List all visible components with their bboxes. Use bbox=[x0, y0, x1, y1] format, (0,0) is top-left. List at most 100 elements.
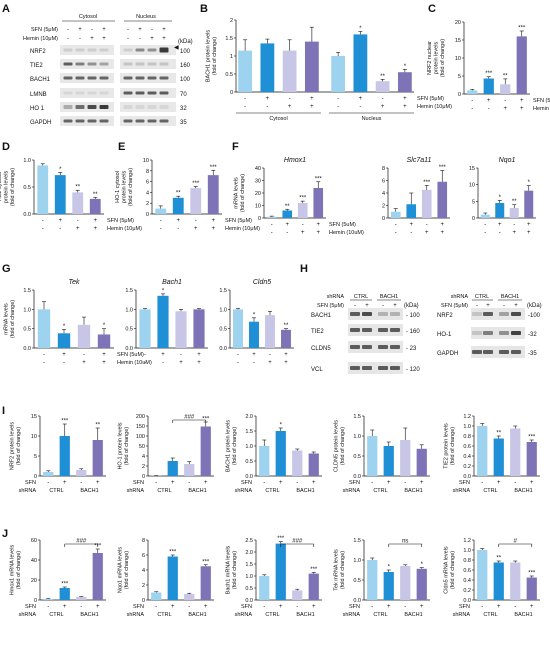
condition-sign: - bbox=[244, 104, 246, 110]
blot-h-sign: - bbox=[476, 303, 478, 309]
shrna-label: shRNA bbox=[19, 488, 37, 494]
blot-h-band bbox=[511, 350, 521, 354]
condition-sign: + bbox=[102, 352, 106, 358]
significance-mark: *** bbox=[528, 571, 536, 577]
blot-h-kda: -32 bbox=[528, 332, 537, 338]
bar bbox=[304, 41, 319, 92]
y-tick-label: 1.5 bbox=[23, 288, 31, 294]
bar bbox=[493, 438, 504, 476]
condition-sign: - bbox=[266, 104, 268, 110]
condition-sign: - bbox=[59, 226, 61, 232]
blot-h-kda-right: (kDa) bbox=[527, 303, 542, 309]
blot-a-strip bbox=[120, 59, 176, 69]
sfn-sign: - bbox=[404, 480, 406, 486]
bar bbox=[480, 214, 490, 218]
bar bbox=[282, 210, 293, 218]
condition-sign: + bbox=[284, 360, 288, 366]
condition-sign: + bbox=[197, 360, 201, 366]
chart-j4: 0.0 0.5 1.0 1.5 Tek mRNA levels (fold of chan… bbox=[334, 538, 430, 618]
bar bbox=[493, 562, 504, 600]
blot-a-band-label: LMNB bbox=[30, 92, 47, 98]
blot-a-sign: - bbox=[67, 36, 69, 42]
condition-sign: - bbox=[42, 218, 44, 224]
y-tick-label: 0.2 bbox=[463, 588, 471, 594]
bar bbox=[524, 190, 534, 218]
blot-a-band bbox=[135, 48, 145, 52]
bar bbox=[92, 440, 103, 476]
condition-sign: + bbox=[288, 104, 292, 110]
bar bbox=[54, 175, 66, 214]
blot-h-sign: + bbox=[365, 303, 369, 309]
y-tick-label: 2 bbox=[142, 464, 145, 470]
y-tick-label: 0 bbox=[34, 474, 37, 480]
chart-i4: 0.0 0.5 1.0 1.5 CLDN5 protein levels (fold of… bbox=[334, 414, 430, 494]
y-axis-label: BACH1 protein levels bbox=[206, 30, 212, 83]
y-tick-label: 10 bbox=[143, 158, 149, 164]
shrna-group: BACH1 bbox=[296, 612, 314, 618]
bar bbox=[233, 309, 243, 348]
y-axis-label: (fold of change) bbox=[450, 551, 456, 589]
y-tick-label: 0.4 bbox=[463, 578, 471, 584]
significance-mark: ** bbox=[496, 431, 501, 437]
blot-h-shrna-ctrl-right: CTRL bbox=[475, 294, 489, 300]
y-tick-label: 20 bbox=[455, 20, 461, 26]
condition-sign: - bbox=[286, 230, 288, 236]
panel-letter-f: F bbox=[232, 141, 239, 153]
significance-mark: *** bbox=[202, 559, 210, 565]
blot-a-band-label: TIE2 bbox=[30, 63, 43, 69]
blot-a-band bbox=[63, 105, 73, 109]
blot-h-strip bbox=[471, 346, 525, 358]
bar bbox=[397, 72, 412, 92]
blot-h-sfn-label-right: SFN (5μM) bbox=[441, 303, 468, 309]
condition-label: SFN (5μM) bbox=[225, 218, 252, 224]
bar bbox=[59, 436, 70, 476]
significance-mark: ** bbox=[95, 423, 100, 429]
condition-sign: + bbox=[527, 230, 531, 236]
condition-sign: - bbox=[162, 360, 164, 366]
significance-mark: * bbox=[421, 562, 424, 568]
condition-sign: + bbox=[520, 106, 524, 112]
blot-h-strip bbox=[348, 324, 403, 336]
y-tick-label: 0.5 bbox=[245, 586, 253, 592]
shrna-group: BACH1 bbox=[404, 488, 422, 494]
bar bbox=[238, 50, 253, 92]
significance-mark: ** bbox=[503, 73, 508, 79]
sfn-sign: + bbox=[530, 604, 534, 610]
blot-a-sign: + bbox=[102, 36, 106, 42]
blot-a-kda: 100 bbox=[180, 49, 191, 55]
condition-sign: + bbox=[359, 96, 363, 102]
chart-title: Bach1 bbox=[162, 279, 182, 286]
significance-mark: * bbox=[359, 26, 362, 32]
blot-a-band bbox=[99, 76, 109, 80]
bar bbox=[437, 181, 448, 218]
sfn-sign: - bbox=[263, 480, 265, 486]
blot-a-band bbox=[99, 105, 109, 109]
blot-h-band bbox=[472, 312, 482, 316]
y-axis-label: (fold of change) bbox=[440, 39, 446, 77]
condition-sign: + bbox=[93, 218, 97, 224]
significance-mark: *** bbox=[61, 582, 69, 588]
chart-title: Slc7a11 bbox=[407, 157, 432, 164]
sfn-sign: - bbox=[155, 604, 157, 610]
y-axis-label: (fold of change) bbox=[212, 37, 218, 75]
y-tick-label: 0.0 bbox=[245, 598, 253, 604]
blot-a-arrow: ◀ bbox=[174, 45, 179, 51]
condition-sign: + bbox=[284, 352, 288, 358]
sfn-label: SFN bbox=[133, 480, 144, 486]
y-tick-label: 1.0 bbox=[245, 444, 253, 450]
blot-a-sign: - bbox=[127, 36, 129, 42]
blot-a-sign: + bbox=[162, 27, 166, 33]
sfn-sign: + bbox=[96, 480, 100, 486]
blot-a-strip bbox=[60, 102, 114, 112]
bar bbox=[297, 203, 308, 218]
bar bbox=[265, 315, 275, 348]
y-tick-label: 2.0 bbox=[245, 550, 253, 556]
blot-a-sign: + bbox=[162, 36, 166, 42]
condition-sign: - bbox=[253, 360, 255, 366]
significance-mark: *** bbox=[439, 165, 447, 171]
shrna-group: BACH1 bbox=[188, 612, 206, 618]
bar bbox=[172, 197, 184, 214]
blot-a-sign: + bbox=[150, 36, 154, 42]
significance-mark: ** bbox=[176, 191, 181, 197]
